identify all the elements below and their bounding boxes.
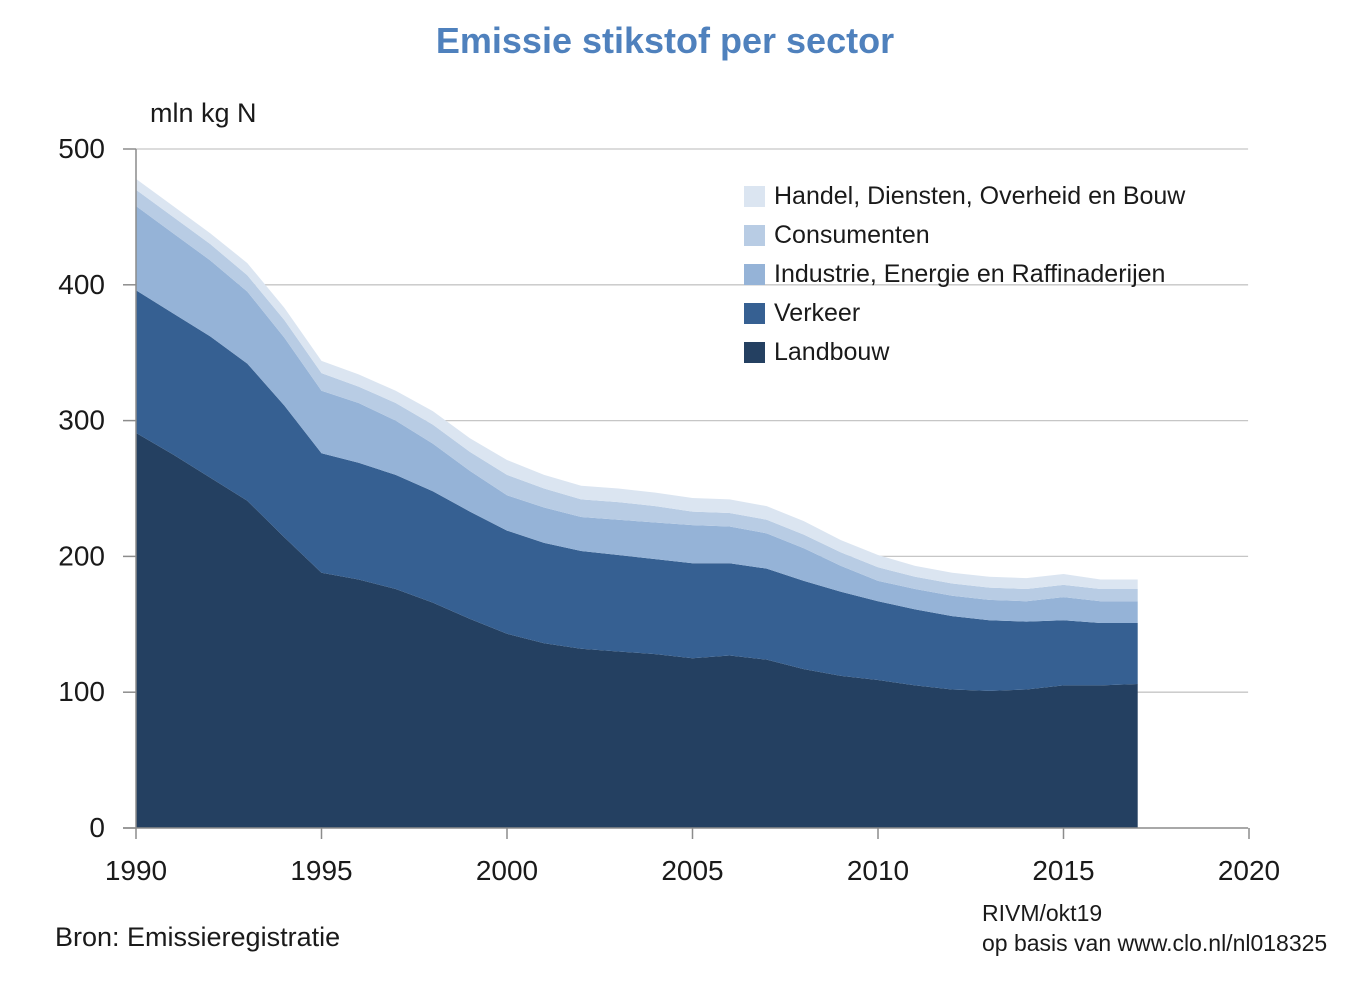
area-series-industrie-energie-en-raffinaderijen xyxy=(136,206,1138,623)
source-reference-line-2: op basis van www.clo.nl/nl018325 xyxy=(982,930,1328,956)
x-tick-label-1995: 1995 xyxy=(290,855,352,886)
legend-label: Handel, Diensten, Overheid en Bouw xyxy=(774,182,1186,210)
legend-swatch-icon xyxy=(744,225,765,246)
chart-title: Emissie stikstof per sector xyxy=(435,20,895,61)
legend-item-landbouw: Landbouw xyxy=(744,333,1185,372)
area-series-verkeer xyxy=(136,290,1138,691)
y-tick-label-500: 500 xyxy=(58,133,105,164)
x-tick-label-2010: 2010 xyxy=(847,855,909,886)
source-reference-line-1: RIVM/okt19 xyxy=(982,900,1103,926)
legend-item-consumenten: Consumenten xyxy=(744,216,1185,255)
legend-swatch-icon xyxy=(744,186,765,207)
y-tick-label-100: 100 xyxy=(58,676,105,707)
legend-swatch-icon xyxy=(744,303,765,324)
legend-swatch-icon xyxy=(744,264,765,285)
legend-label: Landbouw xyxy=(774,338,890,366)
x-tick-label-2005: 2005 xyxy=(661,855,723,886)
y-tick-label-0: 0 xyxy=(89,812,105,843)
y-tick-label-300: 300 xyxy=(58,405,105,436)
legend-swatch-icon xyxy=(744,342,765,363)
legend-item-industrie-energie-en-raffinaderijen: Industrie, Energie en Raffinaderijen xyxy=(744,255,1185,294)
y-tick-label-400: 400 xyxy=(58,269,105,300)
chart-legend: Handel, Diensten, Overheid en Bouw Consum… xyxy=(744,177,1185,372)
y-axis-title: mln kg N xyxy=(150,98,257,128)
legend-item-handel-diensten-overheid-en-bouw: Handel, Diensten, Overheid en Bouw xyxy=(744,177,1185,216)
x-tick-label-2000: 2000 xyxy=(476,855,538,886)
area-series-consumenten xyxy=(136,189,1138,602)
x-tick-label-2015: 2015 xyxy=(1032,855,1094,886)
legend-label: Consumenten xyxy=(774,221,930,249)
legend-item-verkeer: Verkeer xyxy=(744,294,1185,333)
source-reference: RIVM/okt19 op basis van www.clo.nl/nl018… xyxy=(982,898,1327,958)
area-series-landbouw xyxy=(136,432,1138,828)
legend-label: Verkeer xyxy=(774,299,861,327)
source-attribution: Bron: Emissieregistratie xyxy=(55,922,341,952)
legend-label: Industrie, Energie en Raffinaderijen xyxy=(774,260,1166,288)
y-tick-label-200: 200 xyxy=(58,540,105,571)
x-tick-label-1990: 1990 xyxy=(105,855,167,886)
x-tick-label-2020: 2020 xyxy=(1218,855,1280,886)
